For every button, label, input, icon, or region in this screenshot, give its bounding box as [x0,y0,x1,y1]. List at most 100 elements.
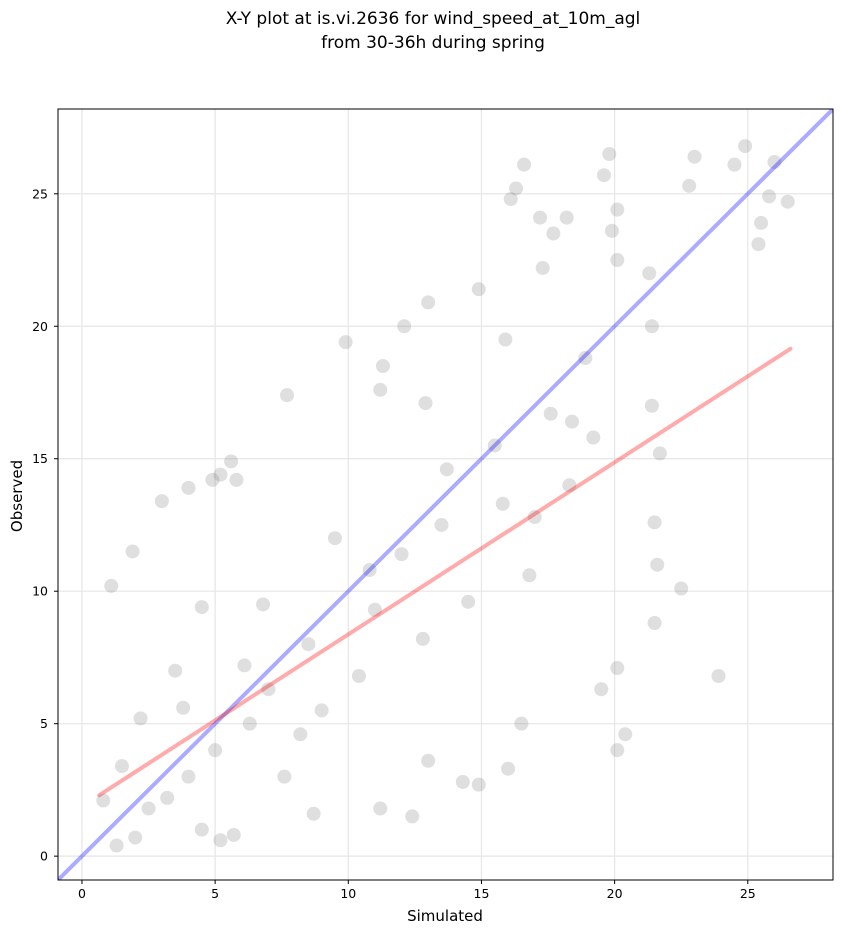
scatter-point [501,761,516,776]
scatter-point [652,446,667,461]
scatter-point [394,547,409,562]
scatter-point [421,295,436,310]
grid [58,109,833,880]
y-axis-ticks: 0 5 10 15 20 25 [32,186,58,864]
scatter-point [439,462,454,477]
one-to-one-line [58,109,833,880]
scatter-point [306,806,321,821]
scatter-point [610,202,625,217]
scatter-point [229,472,244,487]
scatter-point [128,830,143,845]
scatter-point [503,192,518,207]
x-tick-label: 25 [740,886,756,901]
scatter-point [602,147,617,162]
scatter-point [109,838,124,853]
scatter-point [471,777,486,792]
x-tick-label: 5 [211,886,219,901]
scatter-point [586,430,601,445]
scatter-point [181,769,196,784]
scatter-point [535,260,550,275]
scatter-point [213,467,228,482]
scatter-point [682,178,697,193]
x-tick-label: 20 [607,886,623,901]
scatter-point [487,438,502,453]
reference-lines [58,109,833,880]
scatter-point [194,600,209,615]
x-tick-label: 10 [340,886,356,901]
scatter-point [237,658,252,673]
scatter-point [650,557,665,572]
scatter-point [543,406,558,421]
scatter-point [314,703,329,718]
scatter-point [224,454,239,469]
scatter-point [498,332,513,347]
y-tick-label: 10 [32,584,48,599]
scatter-point [367,602,382,617]
scatter-point [711,668,726,683]
scatter-point [604,223,619,238]
scatter-point [125,544,140,559]
scatter-point [141,801,156,816]
scatter-point [397,319,412,334]
scatter-point [618,727,633,742]
scatter-point [415,631,430,646]
regression-line [97,346,793,798]
scatter-point [762,189,777,204]
scatter-point [533,210,548,225]
scatter-point [687,149,702,164]
scatter-point [509,181,524,196]
scatter-point [644,319,659,334]
y-tick-label: 0 [40,849,48,864]
scatter-point [495,496,510,511]
x-axis-label: Simulated [407,907,483,925]
scatter-point [738,139,753,154]
scatter-point [373,801,388,816]
scatter-point [375,359,390,373]
scatter-point [242,716,257,731]
scatter-point [293,727,308,742]
scatter-point [96,793,111,808]
y-tick-label: 20 [32,319,48,334]
x-tick-label: 15 [474,886,490,901]
scatter-point [181,480,196,495]
scatter-point [133,711,148,726]
scatter-point [610,743,625,758]
chart-title-line-1: X-Y plot at is.vi.2636 for wind_speed_at… [226,9,641,29]
scatter-point [421,753,436,768]
scatter-point [522,568,537,583]
scatter-point [546,226,561,241]
scatter-point [176,700,191,715]
scatter-point [362,563,377,578]
y-tick-label: 25 [32,186,48,201]
scatter-point [674,581,689,596]
scatter-point [461,594,476,609]
scatter-point [471,282,486,297]
scatter-point [647,515,662,530]
y-axis-label: Observed [8,460,26,532]
scatter-point [160,790,175,805]
scatter-point [559,210,574,225]
scatter-point [767,154,782,169]
scatter-point [280,388,295,403]
scatter-point [154,494,169,509]
scatter-point [301,637,316,652]
scatter-point [373,382,388,397]
scatter-point [327,531,342,546]
scatter-point [256,597,271,612]
scatter-point [226,827,241,842]
scatter-point [610,253,625,268]
scatter-point [727,157,742,172]
scatter-point [517,157,532,172]
x-axis-ticks: 0 5 10 15 20 25 [78,880,756,901]
scatter-point [168,663,183,678]
scatter-point [261,682,276,697]
scatter-point [338,335,353,350]
scatter-point [527,510,542,525]
scatter-point [780,194,795,209]
scatter-point [351,668,366,683]
scatter-point [114,759,129,774]
plot-area-frame [57,108,834,881]
scatter-point [104,578,119,593]
x-tick-label: 0 [78,886,86,901]
